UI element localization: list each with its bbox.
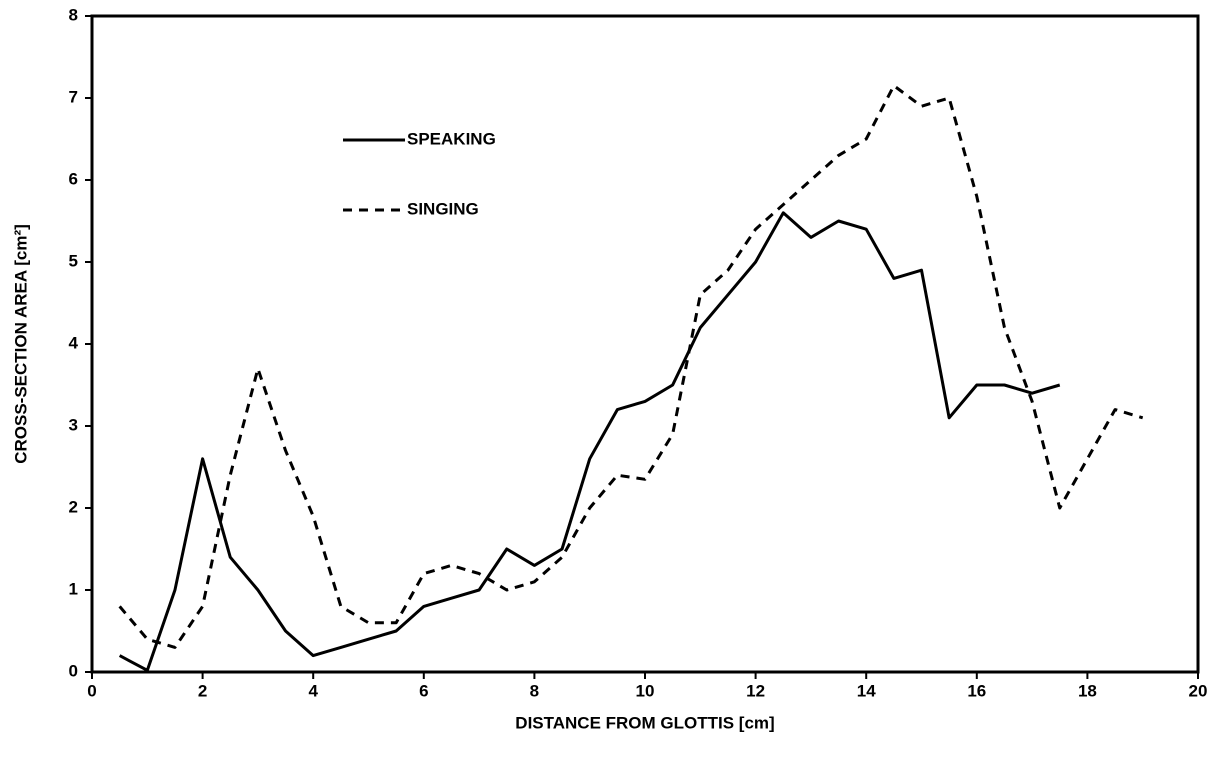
y-tick-label: 2: [69, 497, 78, 516]
plot-frame: [90, 14, 1200, 674]
y-tick-label: 1: [69, 579, 78, 598]
y-tick-label: 6: [69, 169, 78, 188]
y-tick-label: 7: [69, 87, 78, 106]
x-tick-label: 10: [636, 681, 655, 700]
x-tick-label: 0: [87, 681, 96, 700]
y-tick-label: 3: [69, 415, 78, 434]
x-tick-label: 20: [1189, 681, 1208, 700]
y-tick-label: 5: [69, 251, 78, 270]
x-tick-label: 12: [746, 681, 765, 700]
legend-label: SPEAKING: [407, 129, 496, 148]
y-axis-title: CROSS-SECTION AREA [cm²]: [11, 224, 30, 464]
legend-label: SINGING: [407, 199, 479, 218]
x-tick-label: 4: [308, 681, 318, 700]
x-tick-label: 8: [530, 681, 539, 700]
x-tick-label: 18: [1078, 681, 1097, 700]
y-tick-label: 4: [69, 333, 79, 352]
series-line: [118, 84, 1144, 649]
x-tick-label: 2: [198, 681, 207, 700]
x-tick-label: 6: [419, 681, 428, 700]
y-tick-label: 0: [69, 661, 78, 680]
x-tick-label: 16: [967, 681, 986, 700]
x-axis-title: DISTANCE FROM GLOTTIS [cm]: [515, 713, 774, 732]
y-tick-label: 8: [69, 5, 78, 24]
x-tick-label: 14: [857, 681, 876, 700]
series-line: [118, 211, 1061, 672]
